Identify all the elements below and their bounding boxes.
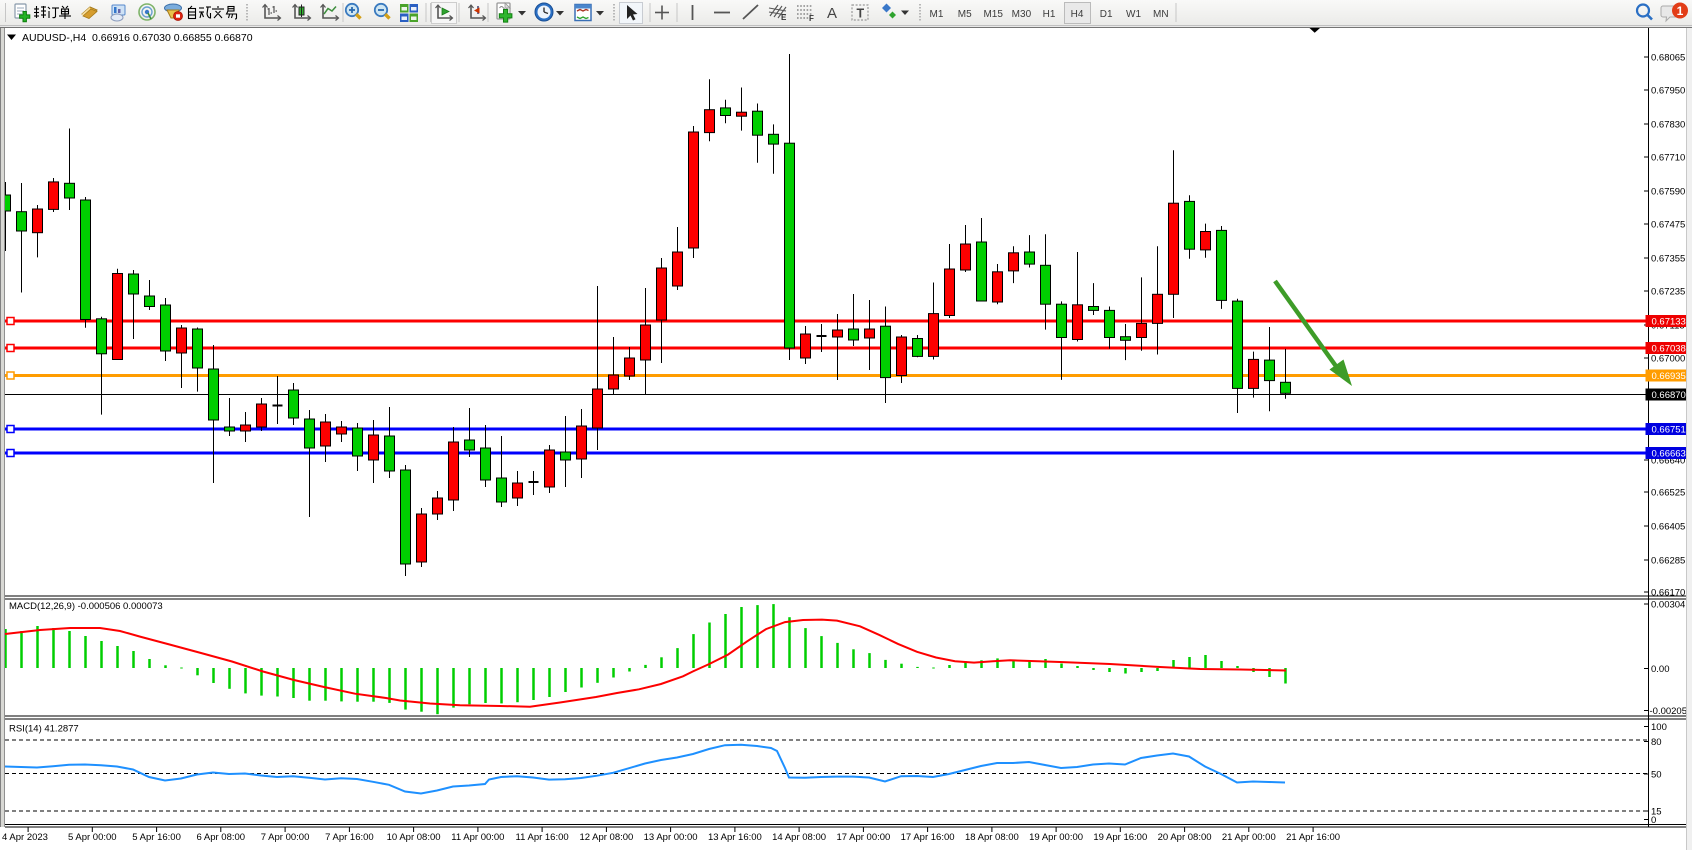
svg-text:D1: D1 <box>1100 9 1113 20</box>
svg-text:13 Apr 16:00: 13 Apr 16:00 <box>708 832 762 843</box>
svg-text:100: 100 <box>1651 722 1667 733</box>
svg-text:0.66285: 0.66285 <box>1651 556 1685 567</box>
svg-text:H1: H1 <box>1043 9 1056 20</box>
svg-text:0.66751: 0.66751 <box>1652 425 1686 436</box>
svg-text:5 Apr 16:00: 5 Apr 16:00 <box>132 832 181 843</box>
svg-text:0.67830: 0.67830 <box>1651 120 1685 131</box>
svg-text:A: A <box>827 5 837 22</box>
svg-text:19 Apr 16:00: 19 Apr 16:00 <box>1093 832 1147 843</box>
svg-text:H4: H4 <box>1071 9 1084 20</box>
svg-text:F: F <box>809 14 814 23</box>
svg-text:21 Apr 00:00: 21 Apr 00:00 <box>1222 832 1276 843</box>
svg-text:11 Apr 16:00: 11 Apr 16:00 <box>516 832 569 843</box>
svg-text:0.67133: 0.67133 <box>1652 317 1686 328</box>
svg-text:0.67710: 0.67710 <box>1651 153 1685 164</box>
svg-text:-0.00205: -0.00205 <box>1650 706 1688 717</box>
svg-text:0.66525: 0.66525 <box>1651 488 1685 499</box>
svg-text:13 Apr 00:00: 13 Apr 00:00 <box>644 832 698 843</box>
svg-text:0.00304: 0.00304 <box>1651 600 1685 611</box>
svg-text:14 Apr 08:00: 14 Apr 08:00 <box>772 832 826 843</box>
svg-text:19 Apr 00:00: 19 Apr 00:00 <box>1029 832 1083 843</box>
svg-text:11 Apr 00:00: 11 Apr 00:00 <box>451 832 504 843</box>
svg-text:0.66663: 0.66663 <box>1652 449 1686 460</box>
svg-text:17 Apr 00:00: 17 Apr 00:00 <box>836 832 890 843</box>
svg-text:AUDUSD-,H4 0.66916 0.67030 0.: AUDUSD-,H4 0.66916 0.67030 0.66855 0.668… <box>22 32 253 44</box>
svg-text:12 Apr 08:00: 12 Apr 08:00 <box>579 832 633 843</box>
svg-text:0.66405: 0.66405 <box>1651 522 1685 533</box>
svg-text:0.66935: 0.66935 <box>1652 371 1686 382</box>
svg-text:0.67475: 0.67475 <box>1651 220 1685 231</box>
svg-text:50: 50 <box>1651 770 1662 781</box>
svg-text:21 Apr 16:00: 21 Apr 16:00 <box>1286 832 1340 843</box>
svg-text:0: 0 <box>1651 815 1656 826</box>
svg-text:7 Apr 00:00: 7 Apr 00:00 <box>261 832 310 843</box>
svg-text:M15: M15 <box>983 9 1003 20</box>
svg-text:0.67038: 0.67038 <box>1652 344 1686 355</box>
svg-text:MN: MN <box>1153 9 1169 20</box>
svg-text:M5: M5 <box>958 9 972 20</box>
svg-text:0.67000: 0.67000 <box>1651 354 1685 365</box>
svg-text:0.66640: 0.66640 <box>1651 456 1685 467</box>
svg-text:W1: W1 <box>1126 9 1141 20</box>
svg-text:6 Apr 08:00: 6 Apr 08:00 <box>196 832 245 843</box>
svg-text:RSI(14) 41.2877: RSI(14) 41.2877 <box>9 724 79 735</box>
svg-text:0.68065: 0.68065 <box>1651 53 1685 64</box>
svg-text:17 Apr 16:00: 17 Apr 16:00 <box>901 832 955 843</box>
svg-text:4 Apr 2023: 4 Apr 2023 <box>2 832 48 843</box>
svg-text:15: 15 <box>1651 807 1662 818</box>
svg-text:80: 80 <box>1651 737 1662 748</box>
svg-text:0.00: 0.00 <box>1651 664 1670 675</box>
svg-text:T: T <box>857 7 865 21</box>
svg-text:E: E <box>781 13 787 22</box>
svg-text:0.66870: 0.66870 <box>1652 390 1686 401</box>
svg-text:0.67950: 0.67950 <box>1651 86 1685 97</box>
svg-text:MACD(12,26,9) -0.000506 0.0000: MACD(12,26,9) -0.000506 0.000073 <box>9 601 163 612</box>
svg-text:0.67590: 0.67590 <box>1651 187 1685 198</box>
svg-text:0.67355: 0.67355 <box>1651 254 1685 265</box>
svg-text:18 Apr 08:00: 18 Apr 08:00 <box>965 832 1019 843</box>
svg-text:1: 1 <box>1677 4 1684 18</box>
svg-text:7 Apr 16:00: 7 Apr 16:00 <box>325 832 374 843</box>
svg-text:20 Apr 08:00: 20 Apr 08:00 <box>1158 832 1212 843</box>
svg-text:0.66170: 0.66170 <box>1651 588 1685 599</box>
svg-text:5 Apr 00:00: 5 Apr 00:00 <box>68 832 117 843</box>
svg-text:0.67235: 0.67235 <box>1651 287 1685 298</box>
svg-text:10 Apr 08:00: 10 Apr 08:00 <box>387 832 441 843</box>
svg-text:M1: M1 <box>930 9 944 20</box>
svg-text:M30: M30 <box>1012 9 1032 20</box>
